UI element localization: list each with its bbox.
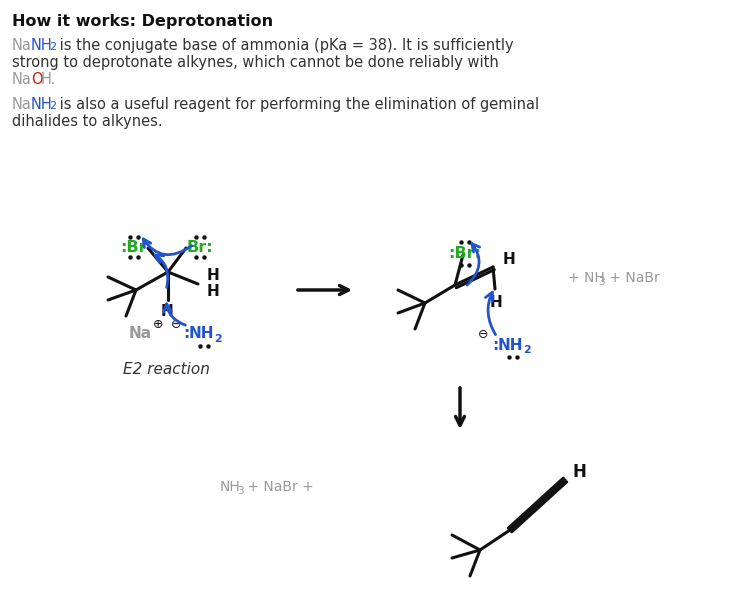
Text: :: : (183, 326, 189, 341)
Text: O: O (31, 72, 43, 87)
Text: NH: NH (220, 480, 241, 494)
Text: H.: H. (41, 72, 57, 87)
Text: H: H (489, 295, 503, 310)
Text: H: H (207, 285, 220, 300)
Text: 3: 3 (598, 277, 605, 287)
Text: How it works: Deprotonation: How it works: Deprotonation (12, 14, 273, 29)
Text: + NaBr +: + NaBr + (243, 480, 314, 494)
Text: Na: Na (12, 38, 32, 53)
Text: H: H (573, 463, 587, 481)
Text: :Br: :Br (121, 241, 147, 255)
Text: E2 reaction: E2 reaction (123, 362, 210, 377)
Text: Br:: Br: (187, 241, 213, 255)
Text: NH: NH (188, 326, 213, 341)
Text: + NH: + NH (568, 271, 605, 285)
Text: Na: Na (12, 72, 32, 87)
Text: H: H (207, 268, 220, 284)
Text: NH: NH (31, 97, 53, 112)
Text: ⊖: ⊖ (478, 329, 488, 341)
Text: H: H (503, 252, 516, 267)
Text: 2: 2 (49, 42, 56, 52)
Text: Na: Na (129, 326, 152, 341)
Text: :: : (492, 338, 498, 353)
Text: dihalides to alkynes.: dihalides to alkynes. (12, 114, 163, 129)
Text: strong to deprotonate alkynes, which cannot be done reliably with: strong to deprotonate alkynes, which can… (12, 55, 499, 70)
Text: 2: 2 (49, 101, 56, 111)
Text: NH: NH (498, 338, 523, 353)
Text: ⊖: ⊖ (171, 317, 181, 330)
Text: H: H (160, 304, 174, 319)
Text: :Br:: :Br: (448, 246, 481, 261)
Text: 3: 3 (237, 486, 244, 496)
Text: ⊕: ⊕ (153, 317, 163, 330)
Text: is also a useful reagent for performing the elimination of geminal: is also a useful reagent for performing … (55, 97, 539, 112)
Text: Na: Na (12, 97, 32, 112)
Text: is the conjugate base of ammonia (pKa = 38). It is sufficiently: is the conjugate base of ammonia (pKa = … (55, 38, 514, 53)
Text: + NaBr: + NaBr (605, 271, 659, 285)
Text: 2: 2 (523, 345, 531, 355)
Text: 2: 2 (214, 334, 222, 344)
Text: NH: NH (31, 38, 53, 53)
